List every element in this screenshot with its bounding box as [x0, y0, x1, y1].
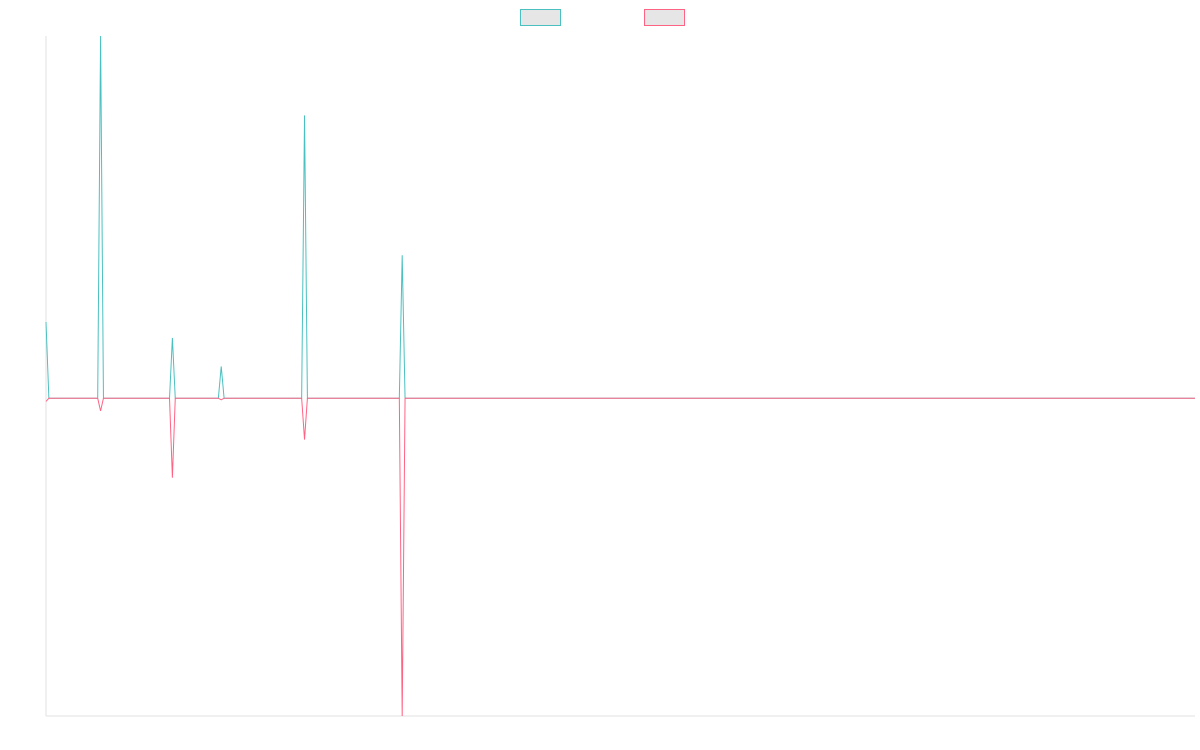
series-layer: [45, 35, 1195, 717]
series-line-2: [45, 397, 1195, 717]
axes: [45, 36, 1195, 717]
series-line-1: [45, 35, 1195, 399]
legend: [520, 9, 685, 26]
legend-swatch-2[interactable]: [644, 9, 685, 26]
legend-swatch-1[interactable]: [520, 9, 561, 26]
